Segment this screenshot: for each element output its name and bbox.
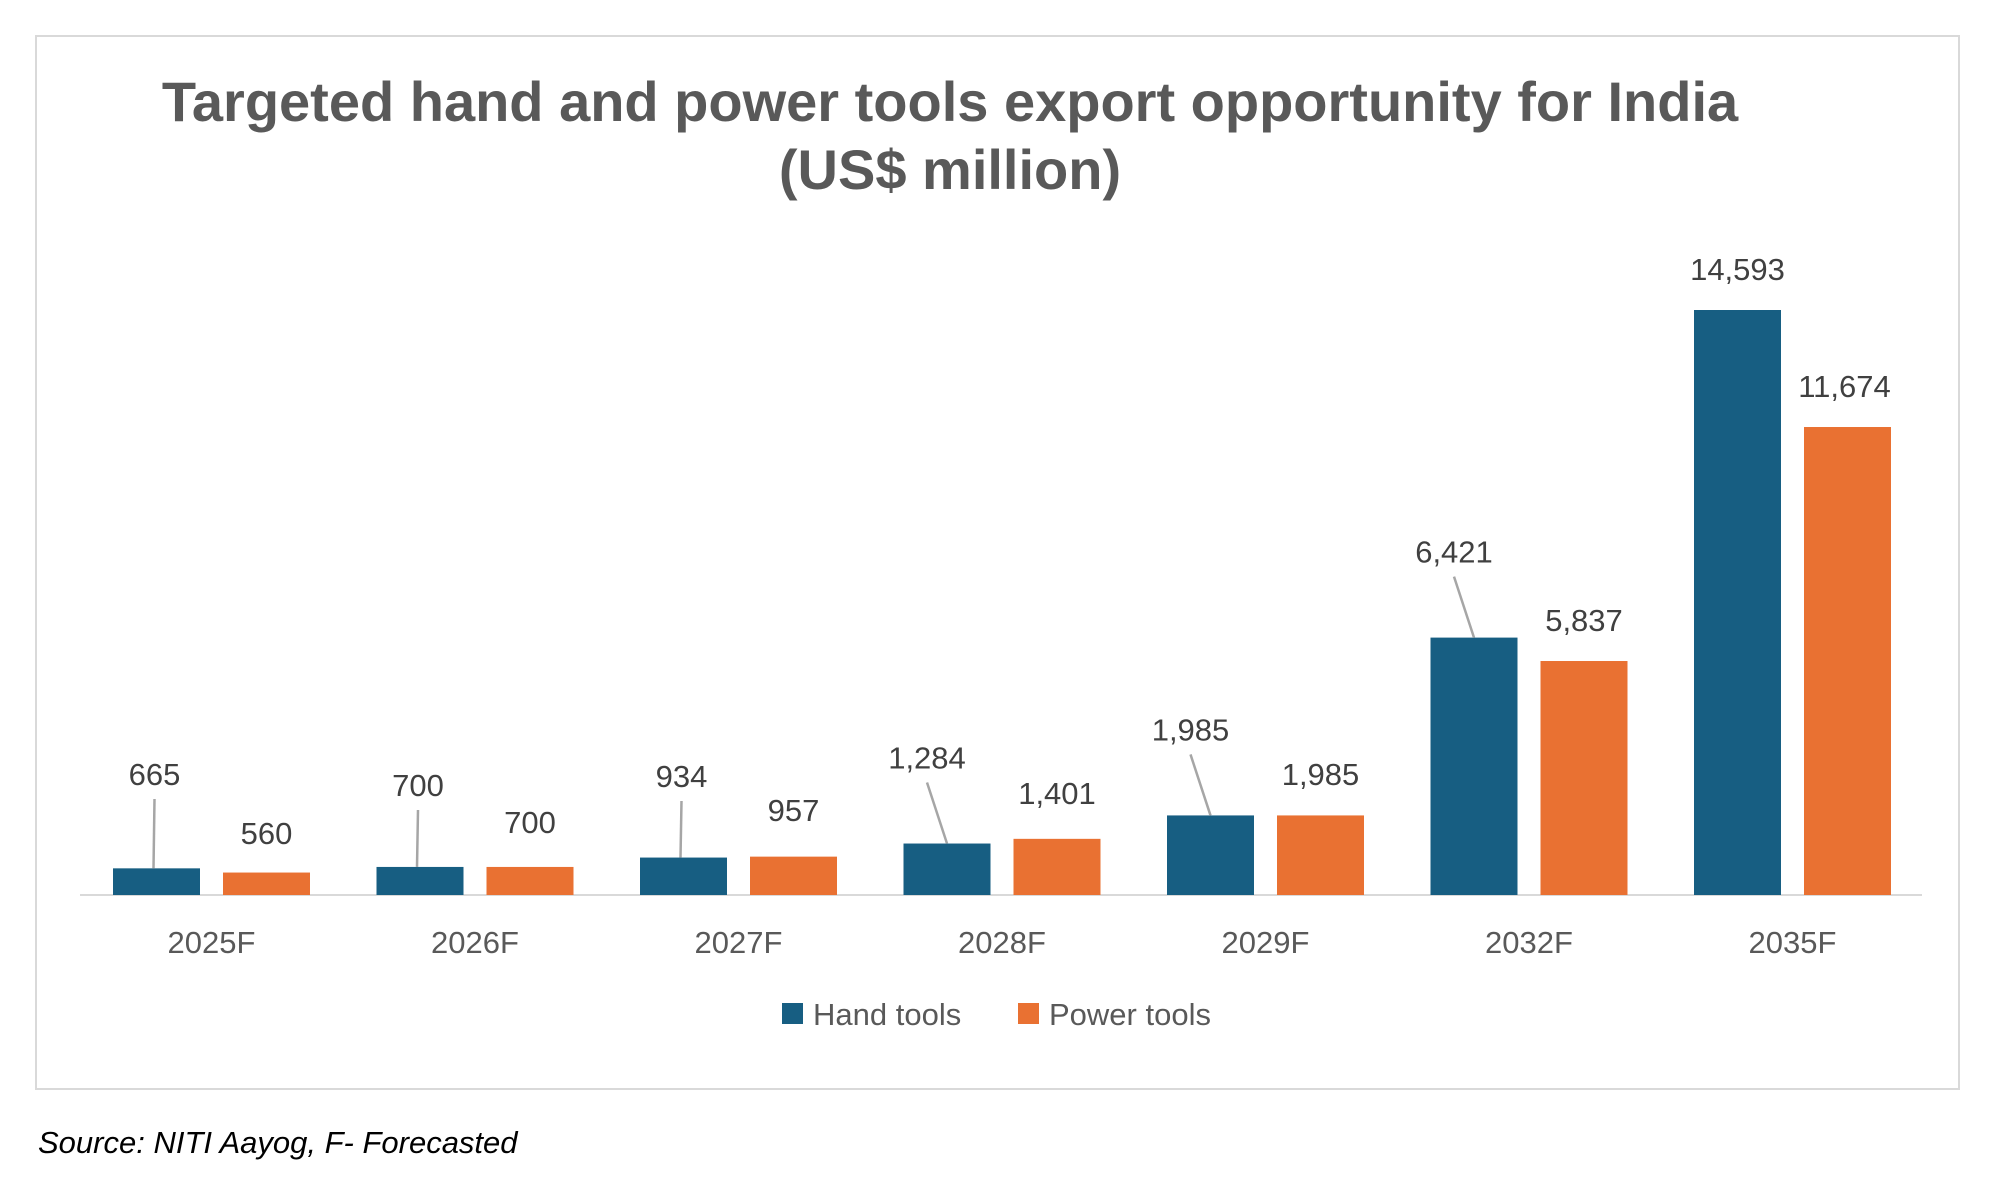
bar-hand-tools-2027F — [640, 857, 727, 895]
data-label-power-tools-2027F: 957 — [768, 793, 820, 828]
data-label-power-tools-2028F: 1,401 — [1018, 776, 1096, 811]
data-label-power-tools-2029F: 1,985 — [1282, 757, 1360, 792]
leader-line-hand-tools-2029F — [1189, 754, 1212, 816]
data-label-hand-tools-2028F: 1,284 — [888, 741, 966, 776]
bar-hand-tools-2025F — [113, 868, 200, 895]
x-tick-label-2025F: 2025F — [168, 925, 256, 960]
data-label-power-tools-2026F: 700 — [504, 805, 556, 840]
x-tick-label-2029F: 2029F — [1222, 925, 1310, 960]
bar-power-tools-2035F — [1804, 427, 1891, 895]
x-tick-label-2026F: 2026F — [431, 925, 519, 960]
data-label-hand-tools-2035F: 14,593 — [1690, 252, 1785, 287]
chart-title: Targeted hand and power tools export opp… — [161, 70, 1739, 201]
x-tick-label-2027F: 2027F — [695, 925, 783, 960]
data-label-hand-tools-2029F: 1,985 — [1152, 712, 1230, 747]
x-tick-label-2035F: 2035F — [1749, 925, 1837, 960]
bar-power-tools-2027F — [750, 856, 837, 895]
legend-power-tools-swatch — [1018, 1003, 1039, 1024]
bar-power-tools-2026F — [486, 866, 574, 895]
x-tick-label-2032F: 2032F — [1485, 925, 1573, 960]
data-label-power-tools-2025F: 560 — [241, 816, 293, 851]
leader-line-hand-tools-2032F — [1452, 576, 1476, 638]
leader-line-hand-tools-2027F — [679, 800, 683, 858]
bar-hand-tools-2028F — [903, 843, 991, 895]
source-note: Source: NITI Aayog, F- Forecasted — [38, 1125, 518, 1160]
chart-frame — [35, 35, 1960, 1090]
legend-hand-tools-label: Hand tools — [813, 997, 961, 1032]
data-label-power-tools-2032F: 5,837 — [1545, 603, 1623, 638]
leader-line-hand-tools-2026F — [415, 809, 420, 867]
bar-hand-tools-2032F — [1430, 637, 1518, 895]
legend-power-tools-label: Power tools — [1049, 997, 1211, 1032]
bar-hand-tools-2026F — [376, 866, 464, 895]
bar-hand-tools-2029F — [1167, 815, 1254, 895]
leader-line-hand-tools-2025F — [152, 798, 156, 869]
bar-power-tools-2032F — [1540, 661, 1628, 895]
leader-line-hand-tools-2028F — [925, 782, 949, 844]
data-label-power-tools-2035F: 11,674 — [1798, 369, 1891, 404]
bar-hand-tools-2035F — [1694, 310, 1781, 895]
bar-power-tools-2029F — [1277, 815, 1364, 895]
bar-power-tools-2025F — [223, 872, 310, 895]
data-label-hand-tools-2027F: 934 — [656, 759, 708, 794]
legend-hand-tools-swatch — [782, 1003, 803, 1024]
data-label-hand-tools-2026F: 700 — [392, 768, 444, 803]
data-label-hand-tools-2025F: 665 — [129, 757, 181, 792]
x-tick-label-2028F: 2028F — [958, 925, 1046, 960]
data-label-hand-tools-2032F: 6,421 — [1415, 535, 1493, 570]
bar-power-tools-2028F — [1013, 838, 1101, 895]
